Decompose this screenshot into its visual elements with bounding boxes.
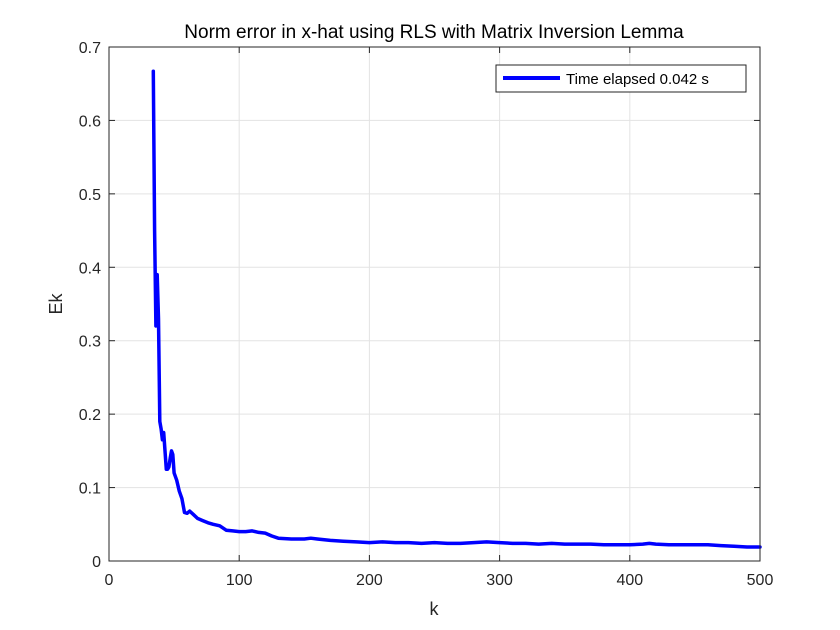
plot-area: [109, 47, 760, 561]
y-tick-labels: 0 0.1 0.2 0.3 0.4 0.5 0.6 0.7: [79, 40, 101, 571]
x-tick-label: 0: [105, 572, 114, 589]
y-tick-label: 0: [92, 554, 101, 571]
x-axis-label: k: [430, 599, 440, 619]
y-tick-label: 0.1: [79, 481, 101, 498]
y-axis-label: Ek: [46, 293, 66, 315]
y-tick-label: 0.3: [79, 334, 101, 351]
plot-frame: [108, 46, 761, 562]
legend-entry: Time elapsed 0.042 s: [566, 71, 709, 88]
x-tick-label: 300: [486, 572, 513, 589]
legend: Time elapsed 0.042 s: [495, 64, 747, 93]
x-tick-labels: 0 100 200 300 400 500: [105, 572, 774, 589]
y-tick-label: 0.6: [79, 113, 101, 130]
x-tick-label: 400: [616, 572, 643, 589]
chart-title: Norm error in x-hat using RLS with Matri…: [184, 22, 684, 43]
y-tick-label: 0.7: [79, 40, 101, 57]
y-tick-label: 0.5: [79, 187, 101, 204]
series-line: [151, 69, 762, 549]
y-tick-label: 0.4: [79, 260, 101, 277]
series-lines: [151, 69, 762, 549]
y-tick-label: 0.2: [79, 407, 101, 424]
x-tick-label: 200: [356, 572, 383, 589]
x-tick-label: 100: [226, 572, 253, 589]
x-tick-label: 500: [747, 572, 774, 589]
